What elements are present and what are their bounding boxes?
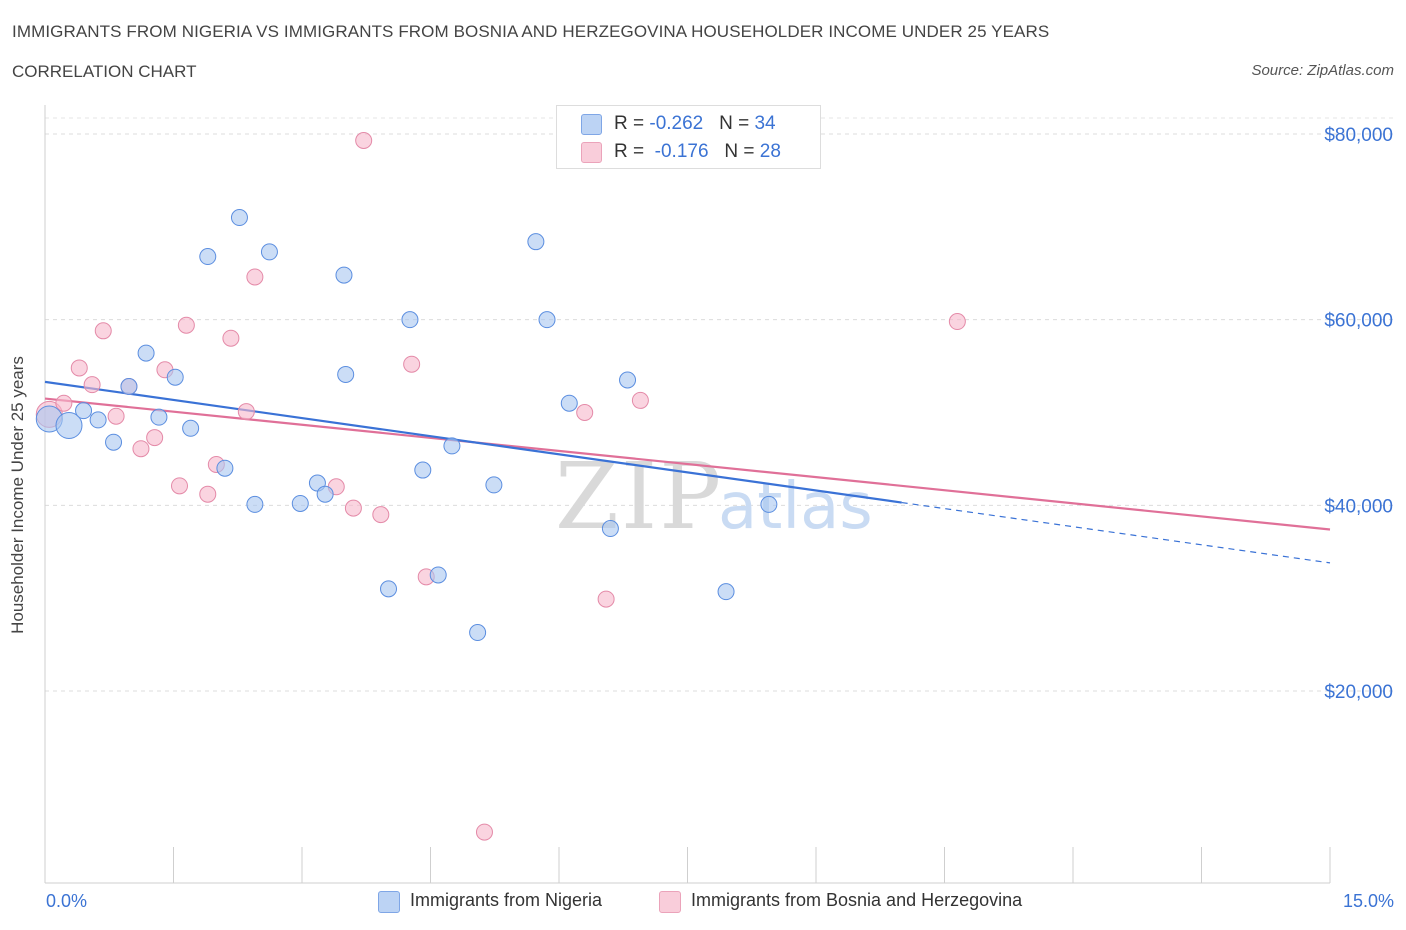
data-point-bosnia: [237, 403, 255, 421]
chart-title: IMMIGRANTS FROM NIGERIA VS IMMIGRANTS FR…: [12, 22, 1050, 41]
legend-swatch-nigeria: [378, 891, 400, 913]
data-point-nigeria: [601, 520, 619, 538]
data-point-bosnia: [170, 477, 188, 495]
legend-r-value: -0.176: [654, 141, 709, 162]
trend-line-nigeria-extension: [901, 501, 1331, 564]
data-point-nigeria: [291, 494, 309, 512]
data-point-nigeria: [120, 378, 138, 396]
chart-subtitle: CORRELATION CHART: [12, 62, 197, 81]
legend-n-label: N =: [724, 141, 760, 162]
legend-label-nigeria: Immigrants from Nigeria: [410, 890, 603, 910]
trend-line-bosnia: [44, 397, 1331, 531]
data-point-bosnia: [55, 394, 73, 412]
watermark: ZIP atlas: [555, 443, 873, 550]
data-point-nigeria: [137, 344, 155, 362]
legend-n-value: 28: [759, 141, 781, 162]
data-point-bosnia: [948, 313, 966, 331]
data-point-nigeria: [316, 485, 334, 503]
legend-swatch-bosnia: [581, 142, 602, 163]
legend-label-bosnia: Immigrants from Bosnia and Herzegovina: [691, 890, 1023, 910]
data-points: [35, 131, 966, 841]
legend-n-value: 34: [754, 113, 776, 134]
data-point-nigeria: [260, 243, 278, 261]
legend-n-label: N =: [719, 113, 755, 134]
data-point-nigeria: [401, 311, 419, 329]
data-point-bosnia: [107, 407, 125, 425]
y-tick-label: $40,000: [1324, 496, 1393, 517]
data-point-bosnia: [355, 131, 373, 149]
data-point-nigeria: [337, 365, 355, 383]
x-axis-min-label: 0.0%: [46, 891, 88, 911]
data-point-nigeria: [216, 459, 234, 477]
legend-swatch-bosnia: [659, 891, 681, 913]
legend-r-value: -0.262: [649, 113, 704, 134]
data-point-bosnia: [146, 429, 164, 447]
data-point-bosnia: [631, 391, 649, 409]
data-point-bosnia: [177, 316, 195, 334]
data-point-nigeria: [560, 394, 578, 412]
legend-swatch-nigeria: [581, 114, 602, 135]
data-point-nigeria: [485, 476, 503, 494]
data-point-nigeria: [527, 233, 545, 251]
data-point-nigeria: [166, 368, 184, 386]
data-point-bosnia: [403, 355, 421, 373]
watermark-atlas: atlas: [718, 470, 873, 544]
data-point-nigeria: [538, 311, 556, 329]
data-point-bosnia: [372, 506, 390, 524]
data-point-nigeria: [414, 461, 432, 479]
data-point-nigeria: [55, 411, 83, 439]
data-point-nigeria: [199, 248, 217, 266]
data-point-bosnia: [94, 322, 112, 340]
data-point-nigeria: [760, 495, 778, 513]
data-point-bosnia: [246, 268, 264, 286]
data-point-nigeria: [246, 495, 264, 513]
data-point-nigeria: [619, 371, 637, 389]
data-point-nigeria: [230, 209, 248, 227]
y-tick-label: $20,000: [1324, 682, 1393, 703]
y-tick-label: $80,000: [1324, 125, 1393, 146]
data-point-nigeria: [717, 583, 735, 601]
legend-r-label: R =: [614, 113, 650, 134]
data-point-nigeria: [443, 437, 461, 455]
source-note: Source: ZipAtlas.com: [1251, 62, 1394, 79]
data-point-bosnia: [70, 359, 88, 377]
data-point-bosnia: [576, 404, 594, 421]
x-axis-max-label: 15.0%: [1342, 891, 1394, 911]
trend-line-nigeria: [44, 380, 902, 504]
data-point-nigeria: [89, 411, 107, 429]
data-point-bosnia: [132, 440, 150, 458]
data-point-bosnia: [344, 499, 362, 517]
y-axis-label: Householder Income Under 25 years: [8, 356, 27, 634]
y-tick-label: $60,000: [1324, 311, 1393, 332]
data-point-nigeria: [150, 408, 168, 426]
data-point-bosnia: [83, 376, 101, 394]
watermark-zip: ZIP: [555, 443, 723, 550]
trend-lines: [44, 380, 1331, 564]
data-point-nigeria: [429, 566, 447, 584]
data-point-nigeria: [105, 433, 123, 451]
data-point-nigeria: [182, 419, 200, 437]
data-point-nigeria: [335, 266, 353, 284]
axes: [44, 105, 1331, 884]
data-point-nigeria: [469, 624, 487, 642]
data-point-bosnia: [597, 590, 615, 608]
correlation-legend: R = -0.262 N = 34 R = -0.176 N = 28: [556, 105, 821, 169]
data-point-bosnia: [475, 823, 493, 841]
legend-r-label: R =: [614, 141, 650, 162]
y-tick-labels: $80,000 $60,000 $40,000 $20,000: [1324, 125, 1393, 703]
data-point-nigeria: [380, 580, 398, 598]
data-point-nigeria: [75, 402, 93, 420]
data-point-bosnia: [222, 329, 240, 347]
data-point-bosnia: [199, 485, 217, 503]
